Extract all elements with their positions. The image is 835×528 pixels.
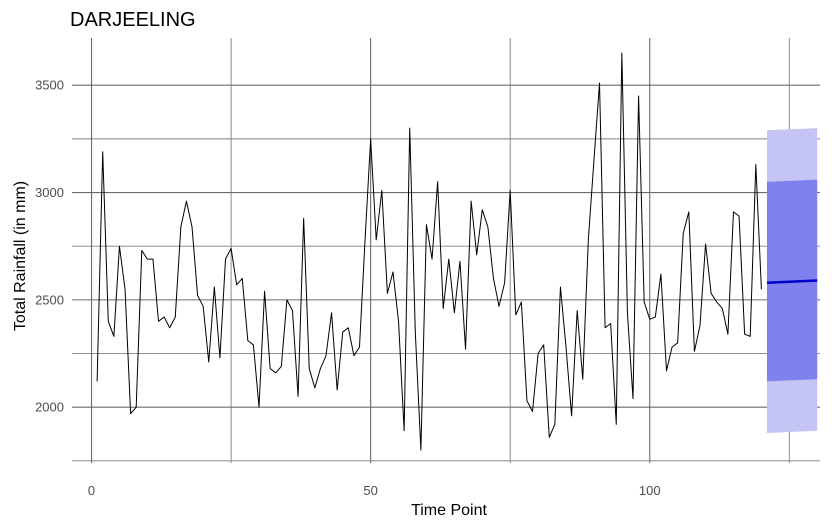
data-series <box>96 52 762 451</box>
forecast-bands <box>766 128 818 433</box>
grid-lines <box>72 38 820 463</box>
chart-title: DARJEELING <box>70 9 196 31</box>
y-tick-label: 3500 <box>35 78 64 93</box>
x-axis-ticks: 0 50 100 <box>88 483 661 498</box>
forecast-mean-line <box>766 279 818 284</box>
y-tick-label: 2500 <box>35 292 64 307</box>
x-tick-label: 0 <box>88 483 95 498</box>
y-axis-ticks: 2000 2500 3000 3500 <box>35 78 64 415</box>
rainfall-series-line <box>96 52 762 451</box>
x-axis-title: Time Point <box>411 502 487 519</box>
y-axis-title: Total Rainfall (in mm) <box>12 181 29 331</box>
y-tick-label: 2000 <box>35 400 64 415</box>
x-tick-label: 100 <box>639 483 661 498</box>
y-tick-label: 3000 <box>35 185 64 200</box>
x-tick-label: 50 <box>363 483 377 498</box>
